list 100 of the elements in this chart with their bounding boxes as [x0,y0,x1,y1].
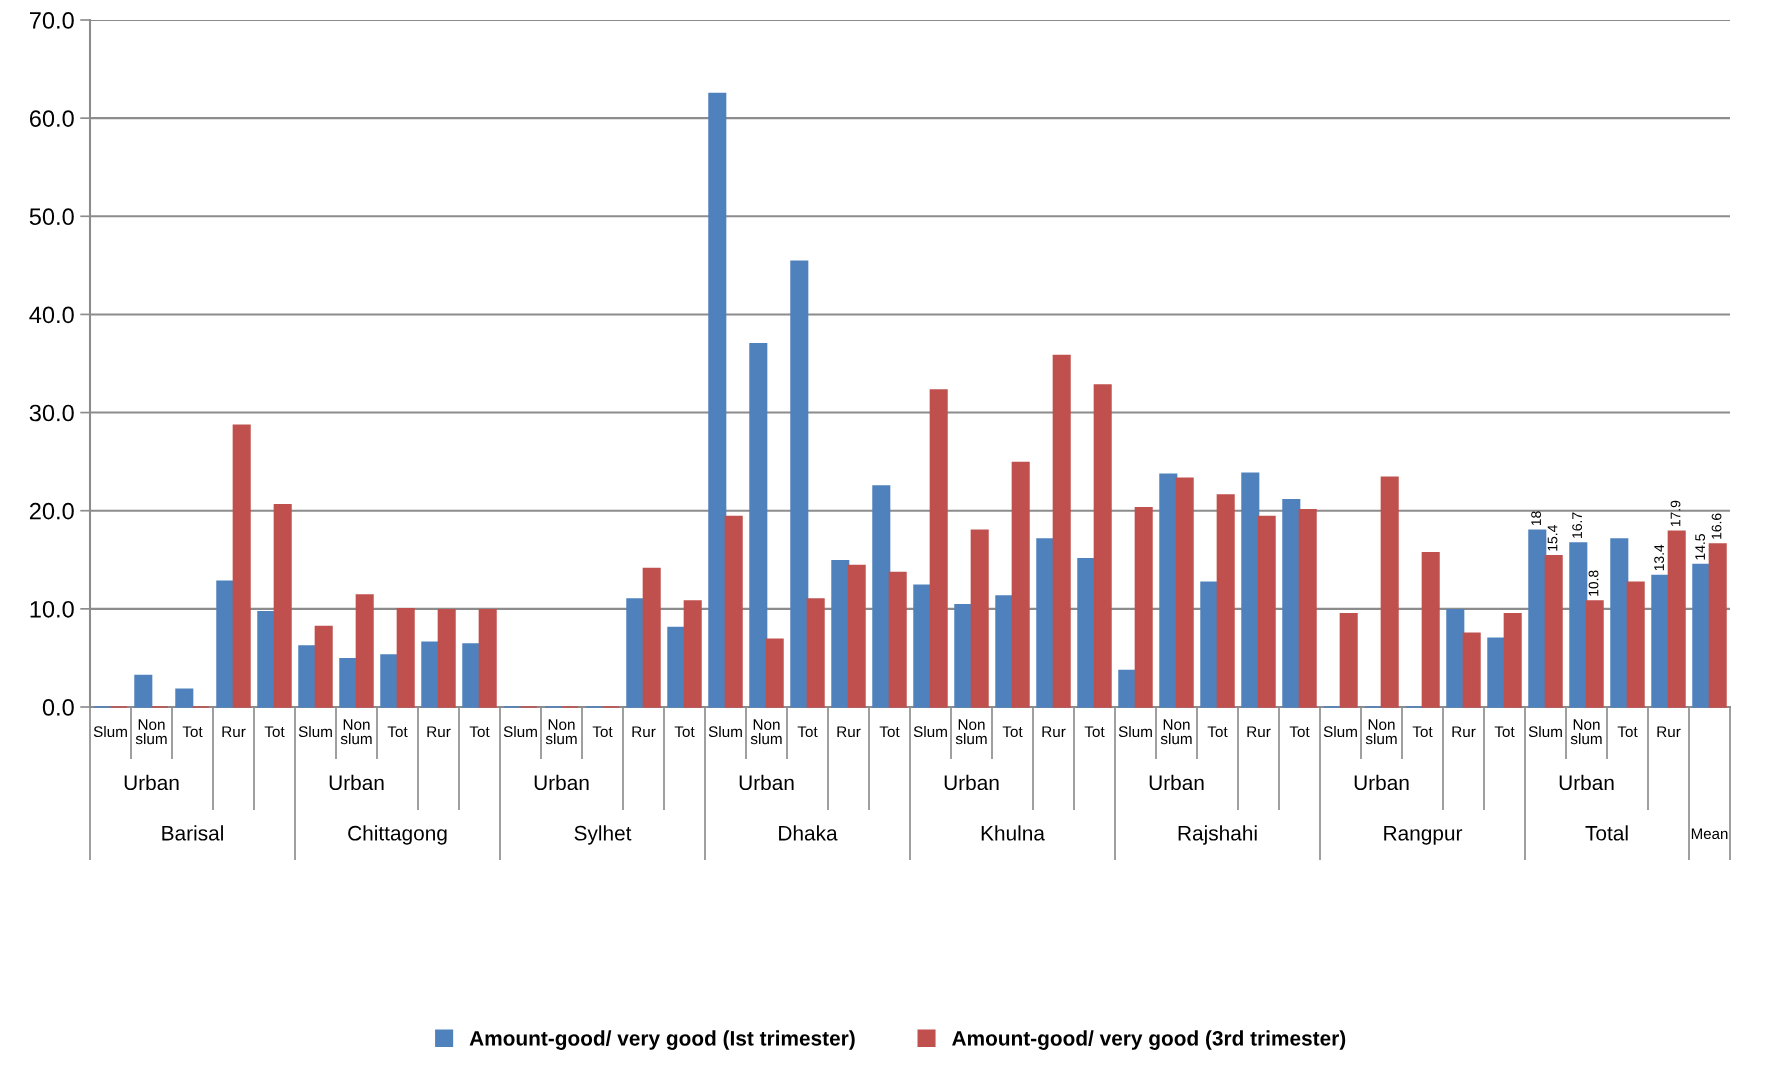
x-tick-label: Non slum [545,719,577,745]
bar [216,580,235,708]
legend-label: Amount-good/ very good (3rd trimester) [952,1030,1346,1050]
y-tick-label: 10.0 [30,600,74,618]
text: Sylhet [574,825,632,845]
x-tick-label: Tot [387,726,408,738]
text: Total [1585,825,1628,841]
legend-label: Amount-good/ very good (Ist trimester) [469,1030,855,1050]
bar [1667,530,1686,708]
x-tick-label: Tot [1617,726,1638,738]
text: Khulna [981,825,1045,841]
bar [1134,506,1153,708]
x-tick-label: Slum [1528,725,1562,738]
data-label: 16.7 [1572,512,1583,538]
text: Urban [944,774,999,791]
y-tick-label: 0.0 [42,699,74,716]
y-tick-label: 20.0 [29,502,74,520]
bar [1503,612,1522,708]
bar [421,641,440,708]
bar [683,600,702,708]
x-tick-label: Non slum [750,719,782,745]
text: Urban [329,774,384,791]
x-tick-label: Non slum [340,719,372,745]
bar [1241,472,1260,708]
bar [314,625,333,708]
bar [626,598,645,708]
bar [1298,508,1317,708]
x-tick-label: Non slum [135,719,167,745]
bar [462,643,481,708]
x-tick-label: Rur [837,726,861,738]
y-tick-label: 40.0 [29,306,74,324]
bar [1036,538,1055,708]
text: Urban [1149,774,1204,791]
bar [790,260,809,708]
bar [970,529,989,708]
x-tick-label: Tot [469,726,490,738]
data-label: 15.4 [1547,525,1558,551]
x-tick-label: Slum [503,725,537,738]
text: Chittagong [348,825,447,845]
bar [1175,477,1194,708]
x-tick-label: Non slum [1570,719,1602,745]
bar [1282,499,1301,708]
bar [1077,557,1096,708]
y-tick-label: 30.0 [29,404,74,422]
text: Urban [739,774,794,791]
x-tick-label: Slum [913,725,947,738]
bar [1118,669,1137,708]
bar [913,584,932,708]
text: Barisal [162,825,223,841]
x-tick-label: Tot [264,726,285,738]
text: Rajshahi [1178,825,1257,845]
x-tick-label: Rur [1452,726,1476,738]
bar [175,688,194,708]
data-label: 14.5 [1695,534,1706,560]
bar [765,638,784,708]
bar [1446,609,1465,708]
bar [1487,637,1506,708]
bar [831,559,850,708]
bar [872,485,891,708]
x-tick-label: Tot [879,726,900,738]
data-label: 18 [1531,511,1542,526]
bar [232,424,251,708]
bar [1544,555,1563,708]
x-tick-label: Tot [592,726,613,738]
x-tick-label: Slum [1323,725,1357,738]
x-tick-label: Rur [1042,726,1066,738]
y-tick-label: 60.0 [29,110,74,127]
bar [929,389,948,708]
bar [1200,581,1219,708]
bar [134,674,153,708]
x-tick-label: Tot [182,726,203,738]
bar [1011,461,1030,708]
bar [1380,476,1399,708]
text: Urban [534,774,589,791]
bar [1651,574,1670,708]
x-tick-label: Slum [298,725,332,738]
bar [339,658,358,708]
text: Urban [124,774,179,791]
x-tick-label: Tot [797,726,818,738]
x-tick-label: Slum [708,725,742,738]
bar [380,654,399,708]
y-tick-label: 50.0 [29,208,74,226]
bar [1339,612,1358,708]
bar [847,564,866,708]
data-label: 17.9 [1670,500,1681,527]
bar [642,567,661,708]
bar [667,626,686,708]
x-tick-label: Non slum [1160,719,1192,745]
bar [954,604,973,708]
x-tick-label: Tot [674,726,695,738]
bar [1421,552,1440,708]
bar [1052,354,1071,708]
bar [355,594,374,708]
bar [257,610,276,708]
bar [1257,515,1276,708]
bar [806,598,825,708]
text: Urban [1559,774,1614,791]
x-tick-label: Tot [1494,726,1515,738]
bar [396,608,415,708]
bar [1585,600,1604,708]
